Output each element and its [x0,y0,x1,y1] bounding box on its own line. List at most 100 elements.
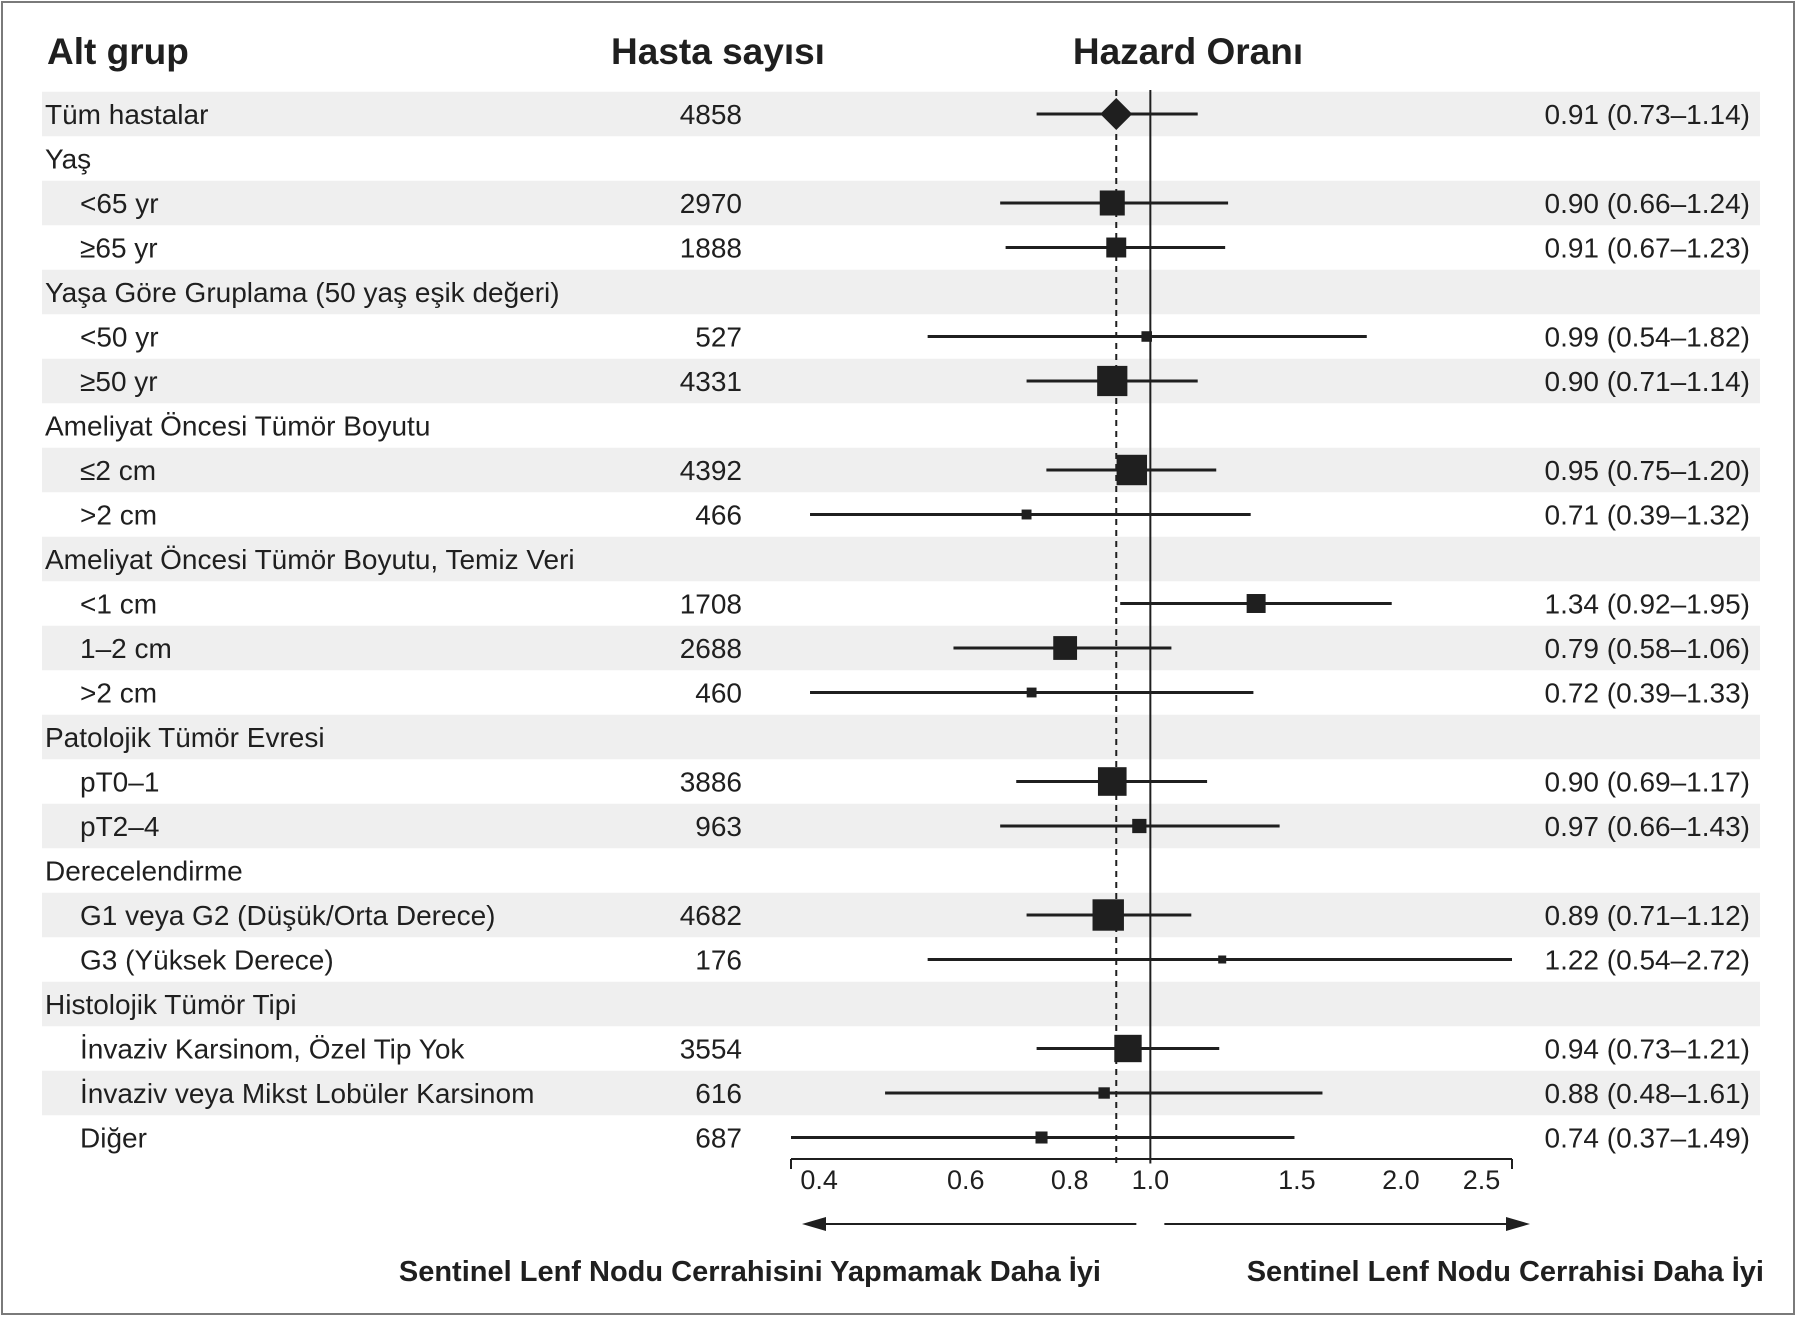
hazard-ratio-ci-text: 0.91 (0.67–1.23) [1545,233,1751,264]
point-estimate-square [1026,687,1037,698]
point-estimate-square [1035,1131,1048,1144]
patient-count: 466 [695,500,742,531]
point-estimate-square [1099,190,1125,216]
row-band [42,981,1760,1027]
x-tick-label: 1.0 [1132,1165,1170,1195]
hazard-ratio-ci-text: 0.88 (0.48–1.61) [1545,1078,1751,1109]
hazard-ratio-ci-text: 0.90 (0.69–1.17) [1545,767,1751,798]
row-band [42,269,1760,315]
subgroup-label: Tüm hastalar [45,99,208,130]
row-bands [42,91,1760,1116]
patients-header: Hasta sayısı [611,31,825,72]
subgroup-label: pT0–1 [80,767,159,798]
row-band [42,536,1760,582]
patient-count: 963 [695,811,742,842]
point-estimate-square [1141,331,1152,342]
overall-estimate-diamond [1100,98,1133,130]
hazard-ratio-ci-text: 1.22 (0.54–2.72) [1545,945,1751,976]
patient-count: 2688 [680,633,742,664]
hazard-ratio-ci-text: 1.34 (0.92–1.95) [1545,589,1751,620]
subgroup-label: G3 (Yüksek Derece) [80,945,334,976]
hazard-ratio-ci-text: 0.97 (0.66–1.43) [1545,811,1751,842]
row-band [42,714,1760,760]
hazard-ratio-ci-text: 0.74 (0.37–1.49) [1545,1123,1751,1154]
x-tick-label: 0.6 [947,1165,985,1195]
patient-count: 527 [695,322,742,353]
subgroup-heading: Ameliyat Öncesi Tümör Boyutu, Temiz Veri [45,544,575,575]
patient-count: 1708 [680,589,742,620]
hazard-ratio-ci-text: 0.90 (0.66–1.24) [1545,188,1751,219]
subgroup-label: pT2–4 [80,811,159,842]
patient-count: 616 [695,1078,742,1109]
subgroup-label: ≥65 yr [80,233,158,264]
hazard-ratio-header: Hazard Oranı [1073,31,1303,72]
hazard-ratio-ci-text: 0.79 (0.58–1.06) [1545,633,1751,664]
x-tick-label: 2.0 [1382,1165,1420,1195]
row-band [42,803,1760,849]
patient-count: 4392 [680,455,742,486]
subgroup-label: İnvaziv veya Mikst Lobüler Karsinom [80,1078,534,1109]
subgroup-heading: Patolojik Tümör Evresi [45,722,325,753]
left-arrow-head [802,1217,826,1231]
x-tick-label: 0.8 [1051,1165,1089,1195]
point-estimate-square [1218,955,1227,964]
row-band [42,625,1760,671]
patient-count: 4331 [680,366,742,397]
patient-count: 460 [695,678,742,709]
right-arrow-head [1506,1217,1530,1231]
point-estimate-square [1106,237,1127,258]
row-band [42,447,1760,493]
hazard-ratio-ci-text: 0.95 (0.75–1.20) [1545,455,1751,486]
subgroup-heading: Histolojik Tümör Tipi [45,989,297,1020]
point-estimate-square [1021,509,1032,520]
hazard-ratio-ci-text: 0.71 (0.39–1.32) [1545,500,1751,531]
estimate-marks [791,98,1512,1144]
subgroup-label: 1–2 cm [80,633,172,664]
hazard-ratio-ci-text: 0.91 (0.73–1.14) [1545,99,1751,130]
subgroup-heading: Yaş [45,144,91,175]
subgroup-label: >2 cm [80,500,157,531]
x-tick-label: 2.5 [1463,1165,1501,1195]
subgroup-header: Alt grup [47,31,189,72]
favors-surgery-label: Sentinel Lenf Nodu Cerrahisi Daha İyi [1247,1256,1764,1288]
patient-count: 176 [695,945,742,976]
patient-count: 3554 [680,1034,742,1065]
point-estimate-square [1132,818,1147,834]
point-estimate-square [1097,365,1128,397]
row-texts: Tüm hastalar 4858 0.91 (0.73–1.14) Yaş <65 y… [45,99,1750,1154]
subgroup-label: <1 cm [80,589,157,620]
point-estimate-square [1246,594,1266,613]
patient-count: 4858 [680,99,742,130]
point-estimate-square [1097,767,1127,796]
subgroup-label: <50 yr [80,322,159,353]
patient-count: 3886 [680,767,742,798]
hazard-ratio-ci-text: 0.94 (0.73–1.21) [1545,1034,1751,1065]
subgroup-label: ≤2 cm [80,455,156,486]
patient-count: 2970 [680,188,742,219]
subgroup-label: Diğer [80,1123,147,1154]
row-band [42,358,1760,404]
hazard-ratio-ci-text: 0.99 (0.54–1.82) [1545,322,1751,353]
x-tick-label: 1.5 [1278,1165,1316,1195]
patient-count: 1888 [680,233,742,264]
hazard-ratio-ci-text: 0.90 (0.71–1.14) [1545,366,1751,397]
point-estimate-square [1092,899,1124,931]
subgroup-label: ≥50 yr [80,366,158,397]
point-estimate-square [1114,1034,1142,1063]
reference-lines [1115,90,1152,1164]
x-tick-label: 0.4 [800,1165,838,1195]
row-band [42,180,1760,226]
subgroup-heading: Yaşa Göre Gruplama (50 yaş eşik değeri) [45,277,560,308]
subgroup-heading: Derecelendirme [45,856,243,887]
point-estimate-square [1053,636,1078,660]
hazard-ratio-ci-text: 0.89 (0.71–1.12) [1545,900,1751,931]
patient-count: 687 [695,1123,742,1154]
subgroup-heading: Ameliyat Öncesi Tümör Boyutu [45,411,430,442]
patient-count: 4682 [680,900,742,931]
subgroup-label: <65 yr [80,188,159,219]
subgroup-label: G1 veya G2 (Düşük/Orta Derece) [80,900,495,931]
hazard-ratio-ci-text: 0.72 (0.39–1.33) [1545,678,1751,709]
subgroup-label: >2 cm [80,678,157,709]
